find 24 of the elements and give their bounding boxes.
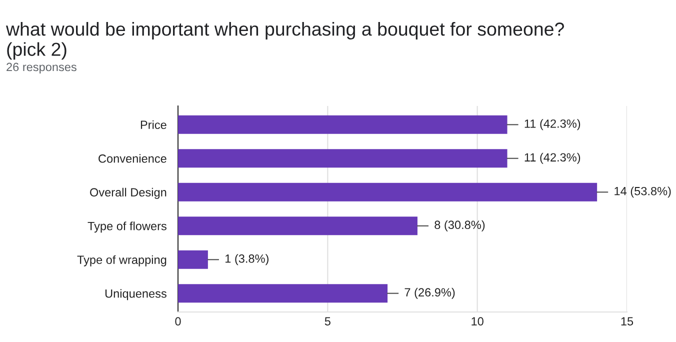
x-tick-label: 0 — [175, 317, 181, 326]
x-tick-label: 10 — [472, 317, 484, 326]
text: 26 responses — [6, 62, 76, 74]
bar — [178, 115, 508, 134]
x-tick-label: 15 — [621, 317, 634, 326]
bar — [178, 216, 418, 236]
y-tick-label: Price — [140, 120, 166, 130]
bar — [178, 182, 598, 202]
y-tick-label: Type of wrapping — [77, 255, 166, 266]
data-label: 11 (42.3%) — [524, 152, 580, 164]
bar — [178, 284, 388, 303]
data-label: 14 (53.8%) — [614, 186, 671, 198]
y-tick-label: Type of flowers — [88, 222, 166, 233]
bar — [178, 149, 508, 168]
data-label: 11 (42.3%) — [524, 119, 580, 130]
y-tick-label: Uniqueness — [105, 289, 166, 300]
data-label: 7 (26.9%) — [404, 288, 455, 299]
y-tick-label: Overall Design — [90, 188, 166, 199]
data-label: 1 (3.8%) — [226, 254, 268, 266]
data-label: 8 (30.8%) — [434, 220, 485, 232]
chart-title: what would be important when purchasing a bouquet for someone? (pick 2) — [6, 22, 564, 60]
bar — [178, 250, 208, 269]
x-tick-label: 5 — [324, 317, 330, 326]
y-tick-label: Convenience — [98, 154, 166, 163]
